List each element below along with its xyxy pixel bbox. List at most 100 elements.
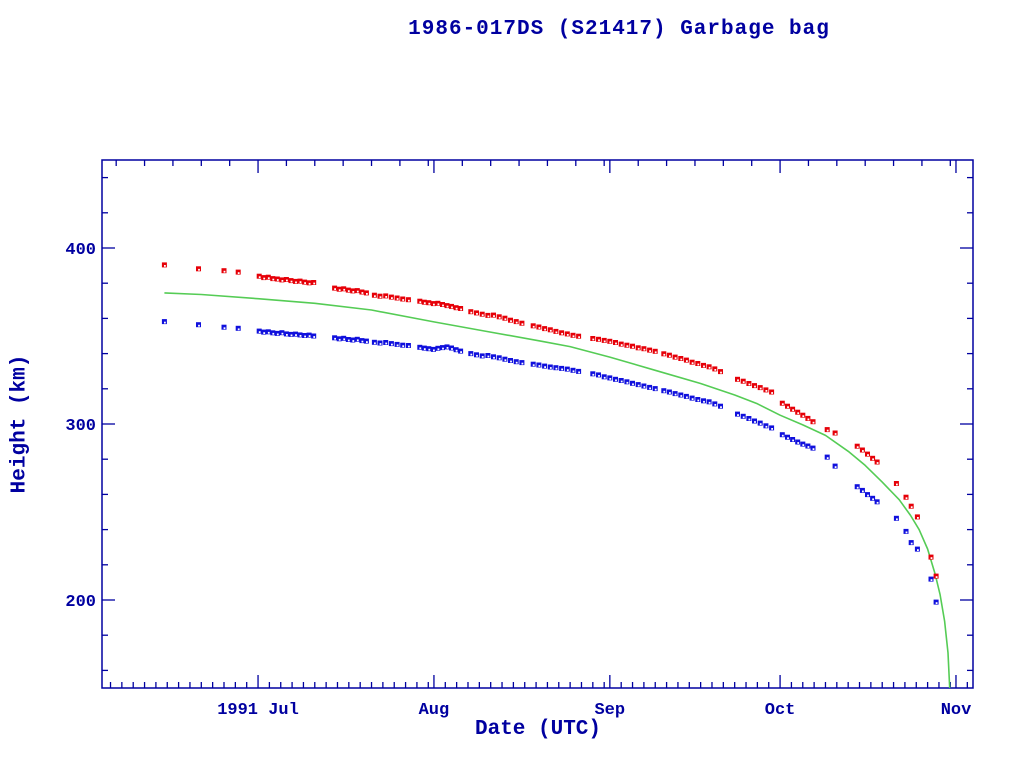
data-point-marker: [701, 362, 706, 368]
data-point-marker: [496, 355, 502, 361]
marker-speck: [343, 338, 346, 341]
data-point-marker: [590, 336, 596, 341]
data-point-marker: [928, 554, 934, 560]
data-point-marker: [449, 345, 454, 351]
marker-speck: [276, 279, 279, 281]
data-point-marker: [652, 348, 658, 354]
x-tick-label: 1991 Jul: [217, 701, 299, 720]
data-point-marker: [689, 395, 695, 401]
marker-speck: [691, 362, 694, 365]
data-point-marker: [695, 361, 701, 366]
data-point-marker: [790, 437, 796, 442]
data-point-marker: [874, 499, 880, 505]
marker-speck: [910, 506, 913, 509]
data-point-marker: [542, 363, 548, 369]
marker-speck: [663, 353, 666, 356]
data-point-marker: [933, 599, 939, 605]
marker-speck: [295, 281, 297, 284]
marker-speck: [510, 360, 512, 363]
marker-speck: [338, 289, 341, 292]
data-point-marker: [256, 273, 262, 279]
marker-speck: [366, 293, 368, 295]
marker-speck: [680, 395, 683, 397]
marker-speck: [572, 370, 575, 373]
data-point-marker: [718, 369, 723, 375]
data-point-marker: [359, 338, 365, 344]
data-point-marker: [769, 389, 775, 395]
perigee-height-series: [161, 319, 939, 605]
x-tick-label: Nov: [941, 701, 972, 720]
marker-speck: [476, 313, 478, 315]
marker-speck: [451, 306, 453, 309]
marker-speck: [572, 335, 575, 338]
marker-speck: [374, 342, 376, 345]
marker-speck: [538, 365, 541, 367]
marker-speck: [481, 314, 484, 317]
data-point-marker: [810, 419, 816, 425]
marker-speck: [544, 328, 546, 331]
data-point-marker: [785, 403, 790, 409]
marker-speck: [632, 383, 634, 386]
marker-speck: [905, 531, 908, 534]
data-point-marker: [394, 341, 400, 347]
data-point-marker: [652, 386, 658, 392]
marker-speck: [451, 348, 453, 350]
marker-speck: [308, 335, 311, 337]
data-point-marker: [394, 295, 400, 301]
marker-speck: [754, 385, 756, 388]
data-point-marker: [388, 294, 394, 300]
marker-speck: [272, 278, 275, 281]
data-point-marker: [279, 277, 285, 283]
marker-speck: [470, 311, 473, 314]
marker-speck: [862, 490, 864, 493]
marker-speck: [366, 341, 368, 343]
marker-speck: [697, 399, 700, 402]
marker-speck: [555, 367, 558, 370]
marker-speck: [609, 341, 612, 344]
data-point-marker: [332, 335, 338, 341]
data-point-marker: [458, 306, 464, 311]
data-point-marker: [689, 359, 695, 365]
marker-speck: [674, 357, 677, 359]
marker-speck: [198, 268, 200, 271]
data-point-marker: [288, 278, 294, 284]
marker-speck: [686, 360, 688, 362]
data-point-marker: [933, 573, 939, 579]
data-point-marker: [421, 345, 427, 351]
data-point-marker: [683, 393, 689, 399]
marker-speck: [935, 602, 938, 604]
data-point-marker: [547, 364, 553, 370]
data-point-marker: [618, 341, 624, 347]
marker-speck: [669, 392, 671, 394]
data-point-marker: [613, 376, 618, 382]
marker-speck: [797, 442, 800, 444]
marker-speck: [867, 494, 869, 497]
marker-speck: [313, 282, 316, 285]
data-point-marker: [536, 362, 542, 368]
marker-speck: [654, 388, 657, 391]
chart-title: 1986-017DS (S21417) Garbage bag: [408, 18, 830, 41]
data-point-marker: [647, 347, 653, 353]
data-point-marker: [701, 398, 706, 404]
marker-speck: [223, 270, 226, 273]
data-point-marker: [449, 303, 454, 309]
data-point-marker: [426, 346, 432, 352]
data-point-marker: [757, 420, 763, 426]
marker-speck: [504, 318, 507, 321]
marker-speck: [737, 379, 739, 382]
data-point-marker: [564, 331, 570, 337]
data-point-marker: [345, 337, 351, 342]
marker-speck: [455, 307, 458, 310]
marker-speck: [498, 316, 501, 319]
marker-speck: [481, 356, 484, 358]
data-point-marker: [800, 441, 806, 447]
data-point-marker: [553, 365, 559, 371]
marker-speck: [361, 340, 364, 343]
data-point-marker: [824, 427, 830, 433]
marker-speck: [433, 303, 435, 306]
data-point-marker: [903, 494, 909, 500]
marker-speck: [544, 366, 546, 368]
marker-speck: [669, 355, 671, 358]
data-point-marker: [485, 353, 491, 358]
marker-speck: [538, 327, 541, 329]
